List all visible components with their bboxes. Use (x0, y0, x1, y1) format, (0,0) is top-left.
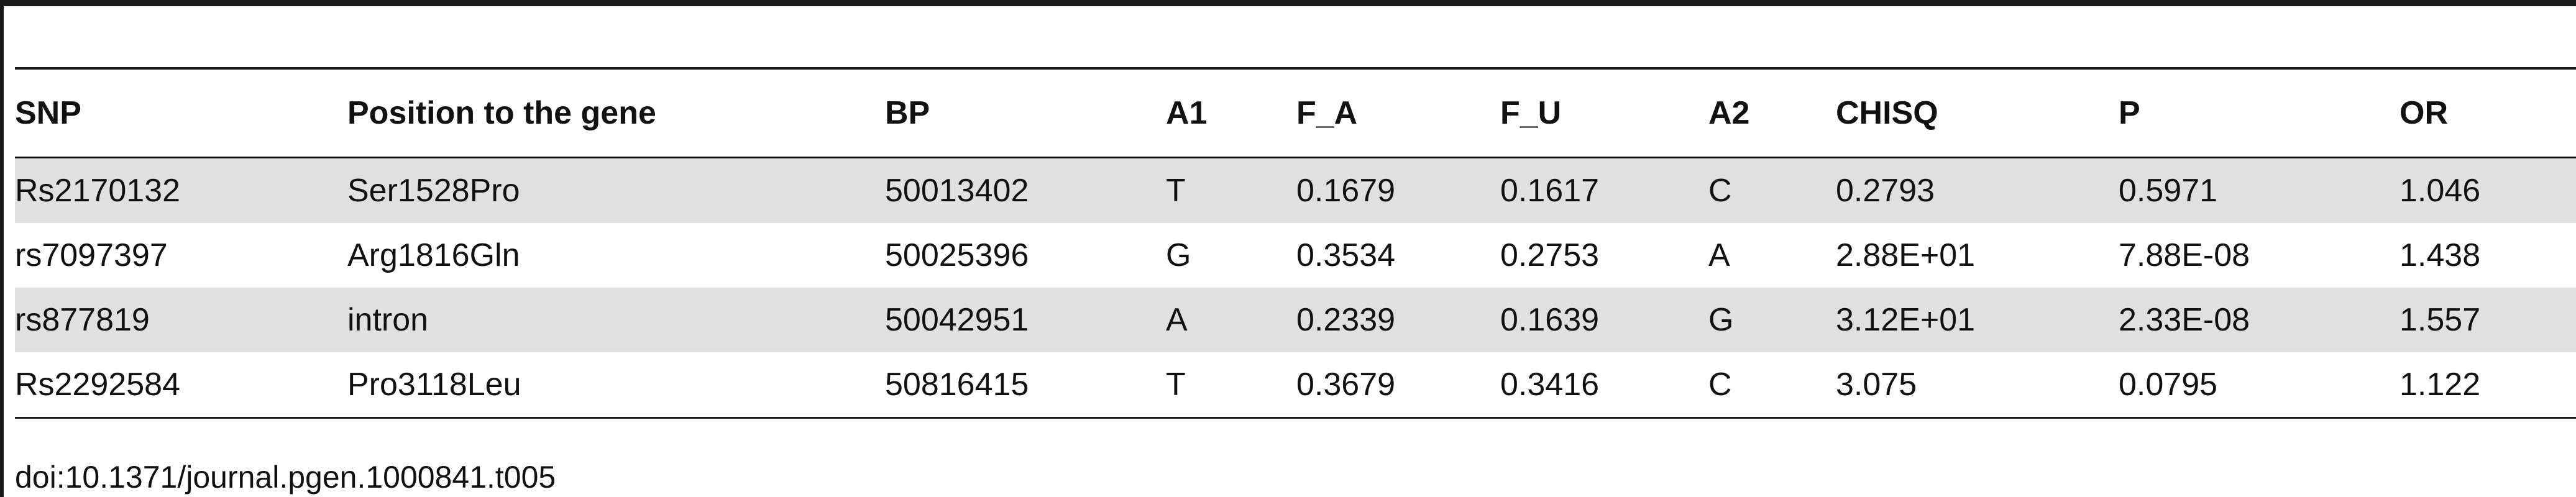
cell-bp: 50042951 (885, 302, 1029, 338)
cell-snp: Rs2170132 (15, 173, 180, 209)
table-row: rs7097397 Arg1816Gln 50025396 G 0.3534 0… (15, 223, 2576, 288)
cell-snp: rs877819 (15, 302, 150, 338)
cell-bp: 50025396 (885, 237, 1029, 273)
snp-association-table: SNP Position to the gene BP A1 F_A F_U A… (15, 67, 2576, 419)
cell-snp: Rs2292584 (15, 367, 180, 403)
cell-a1: A (1166, 302, 1188, 338)
cell-a2: G (1708, 302, 1734, 338)
cell-or: 1.438 (2400, 237, 2481, 273)
header-p: P (2119, 95, 2140, 131)
cell-f-a: 0.2339 (1296, 302, 1396, 338)
header-f-u: F_U (1500, 95, 1562, 131)
header-a1: A1 (1166, 95, 1208, 131)
cell-chisq: 0.2793 (1836, 173, 1935, 209)
header-f-a: F_A (1296, 95, 1358, 131)
cell-or: 1.122 (2400, 367, 2481, 403)
cell-position: Pro3118Leu (347, 367, 521, 403)
header-or: OR (2400, 95, 2448, 131)
cell-snp: rs7097397 (15, 237, 168, 273)
cell-f-u: 0.2753 (1500, 237, 1600, 273)
cell-a2: C (1708, 173, 1732, 209)
cell-a1: G (1166, 237, 1191, 273)
cell-a2: A (1708, 237, 1730, 273)
table-body: Rs2170132 Ser1528Pro 50013402 T 0.1679 0… (15, 157, 2576, 418)
cell-or: 1.557 (2400, 302, 2481, 338)
cell-a1: T (1166, 173, 1186, 209)
table-header: SNP Position to the gene BP A1 F_A F_U A… (15, 68, 2576, 158)
header-row: SNP Position to the gene BP A1 F_A F_U A… (15, 68, 2576, 158)
cell-f-u: 0.1639 (1500, 302, 1600, 338)
cell-chisq: 3.075 (1836, 367, 1917, 403)
header-position-to-gene: Position to the gene (347, 95, 656, 131)
snp-table-container: SNP Position to the gene BP A1 F_A F_U A… (15, 67, 2576, 419)
header-snp: SNP (15, 95, 81, 131)
cell-p: 7.88E-08 (2119, 237, 2250, 273)
cell-bp: 50013402 (885, 173, 1029, 209)
cell-f-a: 0.3534 (1296, 237, 1396, 273)
cell-f-a: 0.3679 (1296, 367, 1396, 403)
cell-p: 0.0795 (2119, 367, 2218, 403)
cell-f-u: 0.1617 (1500, 173, 1600, 209)
top-rule (0, 0, 2576, 6)
cell-chisq: 2.88E+01 (1836, 237, 1976, 273)
doi-link[interactable]: doi:10.1371/journal.pgen.1000841.t005 (15, 460, 556, 495)
header-chisq: CHISQ (1836, 95, 1938, 131)
table-row: rs877819 intron 50042951 A 0.2339 0.1639… (15, 288, 2576, 352)
cell-f-a: 0.1679 (1296, 173, 1396, 209)
table-row: Rs2292584 Pro3118Leu 50816415 T 0.3679 0… (15, 352, 2576, 418)
cell-p: 2.33E-08 (2119, 302, 2250, 338)
cell-a1: T (1166, 367, 1186, 403)
cell-f-u: 0.3416 (1500, 367, 1600, 403)
cell-a2: C (1708, 367, 1732, 403)
cell-or: 1.046 (2400, 173, 2481, 209)
cell-bp: 50816415 (885, 367, 1029, 403)
header-a2: A2 (1708, 95, 1750, 131)
table-row: Rs2170132 Ser1528Pro 50013402 T 0.1679 0… (15, 157, 2576, 223)
header-bp: BP (885, 95, 930, 131)
cell-p: 0.5971 (2119, 173, 2218, 209)
cell-position: Ser1528Pro (347, 173, 520, 209)
left-rule (0, 0, 4, 497)
cell-position: intron (347, 302, 429, 338)
cell-chisq: 3.12E+01 (1836, 302, 1976, 338)
cell-position: Arg1816Gln (347, 237, 520, 273)
